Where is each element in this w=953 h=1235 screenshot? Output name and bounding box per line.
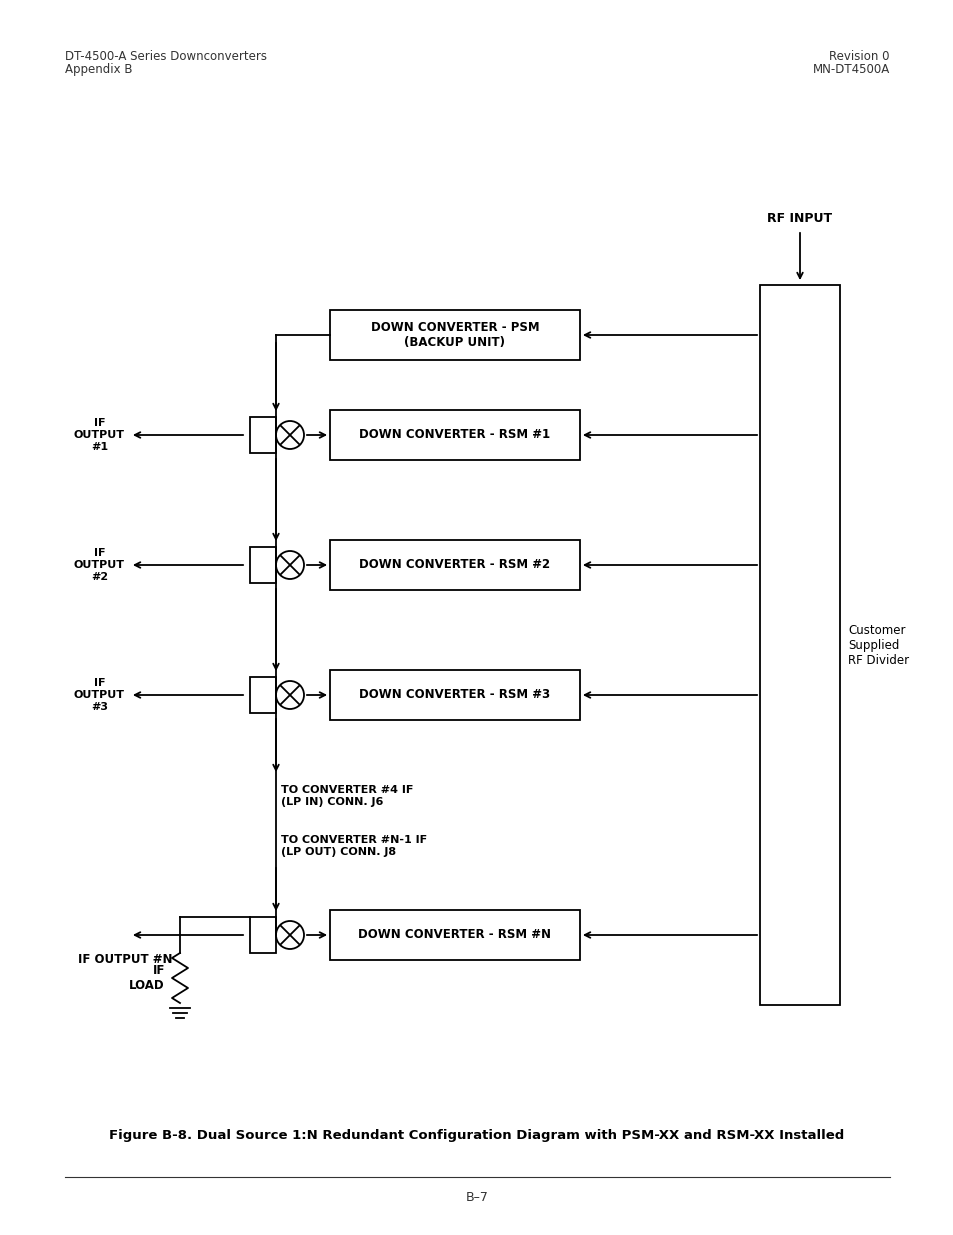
Text: DOWN CONVERTER - PSM
(BACKUP UNIT): DOWN CONVERTER - PSM (BACKUP UNIT) <box>371 321 538 350</box>
Text: DOWN CONVERTER - RSM #1: DOWN CONVERTER - RSM #1 <box>359 429 550 441</box>
Circle shape <box>275 421 304 450</box>
Bar <box>330 671 579 720</box>
Text: IF OUTPUT #N: IF OUTPUT #N <box>77 953 172 966</box>
Text: Appendix B: Appendix B <box>65 63 132 77</box>
Bar <box>250 547 275 583</box>
Text: Figure B-8. Dual Source 1:N Redundant Configuration Diagram with PSM-XX and RSM-: Figure B-8. Dual Source 1:N Redundant Co… <box>110 1129 843 1142</box>
Bar <box>330 540 579 590</box>
Bar <box>330 910 579 960</box>
Bar <box>250 677 275 713</box>
Bar <box>760 285 840 1005</box>
Bar <box>330 310 579 359</box>
Text: IF
LOAD: IF LOAD <box>130 965 165 992</box>
Text: IF
OUTPUT
#3: IF OUTPUT #3 <box>74 678 125 711</box>
Text: TO CONVERTER #N-1 IF
(LP OUT) CONN. J8: TO CONVERTER #N-1 IF (LP OUT) CONN. J8 <box>281 835 427 857</box>
Text: DOWN CONVERTER - RSM #3: DOWN CONVERTER - RSM #3 <box>359 688 550 701</box>
Text: DOWN CONVERTER - RSM #N: DOWN CONVERTER - RSM #N <box>358 929 551 941</box>
Text: RF INPUT: RF INPUT <box>766 212 832 225</box>
Text: Customer
Supplied
RF Divider: Customer Supplied RF Divider <box>847 624 908 667</box>
Text: Revision 0: Revision 0 <box>828 49 889 63</box>
Bar <box>250 918 275 953</box>
Bar <box>330 410 579 459</box>
Text: MN-DT4500A: MN-DT4500A <box>812 63 889 77</box>
Text: IF
OUTPUT
#1: IF OUTPUT #1 <box>74 419 125 452</box>
Text: DOWN CONVERTER - RSM #2: DOWN CONVERTER - RSM #2 <box>359 558 550 572</box>
Text: TO CONVERTER #4 IF
(LP IN) CONN. J6: TO CONVERTER #4 IF (LP IN) CONN. J6 <box>281 785 413 806</box>
Text: DT-4500-A Series Downconverters: DT-4500-A Series Downconverters <box>65 49 267 63</box>
Circle shape <box>275 551 304 579</box>
Bar <box>250 417 275 453</box>
Circle shape <box>275 680 304 709</box>
Text: IF
OUTPUT
#2: IF OUTPUT #2 <box>74 548 125 582</box>
Circle shape <box>275 921 304 948</box>
Text: B–7: B–7 <box>465 1191 488 1204</box>
